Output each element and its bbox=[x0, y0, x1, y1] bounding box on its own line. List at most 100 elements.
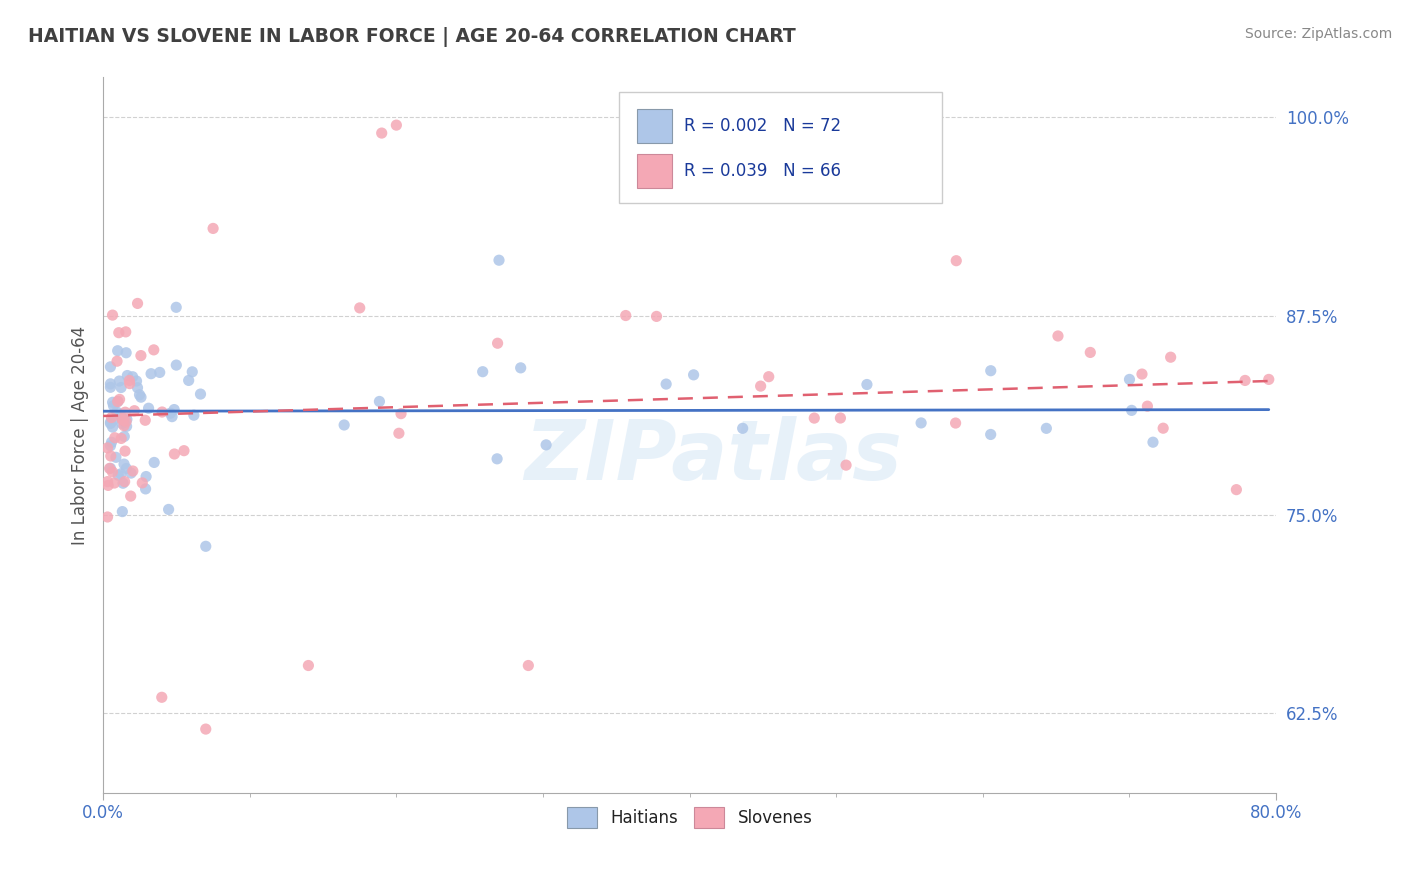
Point bbox=[150, 405, 173, 419]
Point bbox=[731, 421, 754, 435]
Point bbox=[163, 447, 186, 461]
Point bbox=[1225, 483, 1247, 497]
Point bbox=[1035, 421, 1057, 435]
Point bbox=[108, 326, 131, 340]
Point bbox=[129, 390, 152, 404]
Point bbox=[129, 349, 152, 363]
Point bbox=[135, 469, 157, 483]
Point bbox=[945, 416, 967, 430]
Point bbox=[124, 403, 146, 417]
Point bbox=[100, 376, 122, 391]
Point bbox=[114, 475, 136, 489]
Point bbox=[120, 489, 142, 503]
Point bbox=[142, 343, 165, 357]
Point bbox=[115, 415, 138, 429]
Point bbox=[177, 373, 200, 387]
Point bbox=[100, 415, 122, 429]
Text: ZIPatlas: ZIPatlas bbox=[524, 416, 903, 497]
Point bbox=[96, 475, 118, 489]
Point bbox=[115, 412, 138, 426]
Point bbox=[107, 343, 129, 358]
Point bbox=[183, 408, 205, 422]
FancyBboxPatch shape bbox=[637, 109, 672, 144]
Point bbox=[1142, 435, 1164, 450]
Point bbox=[389, 407, 412, 421]
Point bbox=[131, 475, 153, 490]
Point bbox=[100, 461, 122, 475]
Point bbox=[101, 413, 124, 427]
Point bbox=[1046, 329, 1069, 343]
Text: Source: ZipAtlas.com: Source: ZipAtlas.com bbox=[1244, 27, 1392, 41]
Point bbox=[194, 539, 217, 553]
Point bbox=[159, 406, 181, 420]
Point bbox=[333, 417, 356, 432]
Point bbox=[118, 374, 141, 388]
Point bbox=[110, 380, 132, 394]
Point bbox=[1136, 399, 1159, 413]
Point bbox=[749, 379, 772, 393]
Point bbox=[181, 365, 204, 379]
Point bbox=[150, 690, 173, 705]
Point bbox=[107, 394, 129, 409]
Point bbox=[127, 381, 149, 395]
Point bbox=[110, 432, 132, 446]
Point bbox=[108, 392, 131, 407]
Point bbox=[645, 310, 668, 324]
Point bbox=[165, 301, 187, 315]
Point bbox=[486, 451, 509, 466]
Point bbox=[112, 457, 135, 471]
FancyBboxPatch shape bbox=[637, 154, 672, 188]
Point bbox=[114, 444, 136, 458]
Point bbox=[190, 387, 212, 401]
Point bbox=[121, 464, 143, 478]
Point bbox=[104, 431, 127, 445]
Point bbox=[112, 418, 135, 433]
Point bbox=[107, 468, 129, 483]
Point bbox=[980, 427, 1002, 442]
Point bbox=[370, 126, 392, 140]
Point bbox=[163, 402, 186, 417]
Point bbox=[1078, 345, 1101, 359]
Point bbox=[108, 374, 131, 388]
Point bbox=[117, 368, 139, 383]
Point bbox=[111, 412, 134, 426]
Point bbox=[103, 476, 125, 491]
Point bbox=[112, 413, 135, 427]
Point bbox=[1257, 372, 1279, 386]
Point bbox=[120, 466, 142, 480]
Point bbox=[100, 410, 122, 425]
Point bbox=[488, 253, 510, 268]
Point bbox=[114, 325, 136, 339]
Point bbox=[98, 461, 121, 475]
Point bbox=[910, 416, 932, 430]
Point bbox=[111, 476, 134, 491]
Point bbox=[471, 365, 494, 379]
Point bbox=[97, 478, 120, 492]
Point bbox=[96, 510, 118, 524]
Text: R = 0.002   N = 72: R = 0.002 N = 72 bbox=[683, 117, 841, 135]
Point bbox=[100, 435, 122, 450]
Point bbox=[111, 505, 134, 519]
Point bbox=[135, 482, 157, 496]
Point bbox=[980, 364, 1002, 378]
Legend: Haitians, Slovenes: Haitians, Slovenes bbox=[560, 801, 820, 834]
Point bbox=[101, 465, 124, 479]
Point bbox=[1234, 374, 1257, 388]
Point bbox=[100, 359, 122, 374]
Point bbox=[856, 377, 879, 392]
Point bbox=[297, 658, 319, 673]
Point bbox=[104, 450, 127, 465]
Point bbox=[388, 426, 411, 441]
Point bbox=[121, 369, 143, 384]
Point bbox=[149, 366, 172, 380]
Point bbox=[534, 438, 557, 452]
Point bbox=[835, 458, 858, 472]
Point bbox=[202, 221, 225, 235]
Point bbox=[128, 388, 150, 402]
Text: HAITIAN VS SLOVENE IN LABOR FORCE | AGE 20-64 CORRELATION CHART: HAITIAN VS SLOVENE IN LABOR FORCE | AGE … bbox=[28, 27, 796, 46]
FancyBboxPatch shape bbox=[619, 92, 942, 202]
Point bbox=[758, 369, 780, 384]
Point bbox=[160, 409, 183, 424]
Point bbox=[103, 399, 125, 413]
Point bbox=[101, 420, 124, 434]
